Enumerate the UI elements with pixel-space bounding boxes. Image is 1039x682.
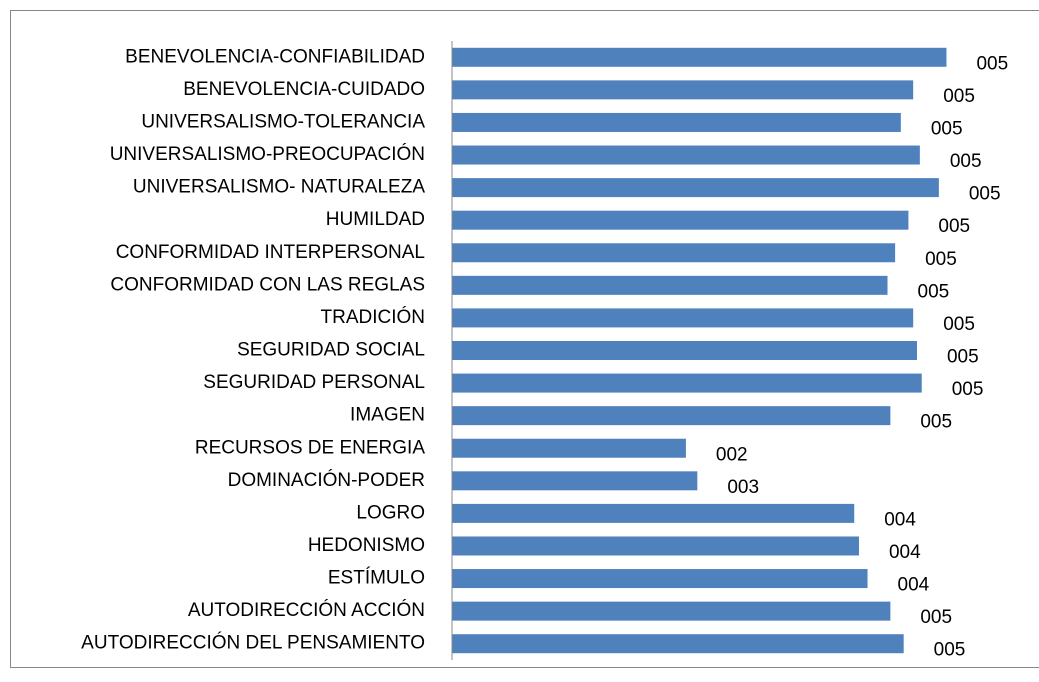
- bar: [452, 406, 891, 426]
- bar: [452, 243, 896, 263]
- bar: [452, 569, 868, 589]
- value-label: 005: [934, 640, 966, 661]
- value-label: 005: [931, 118, 963, 139]
- value-label: 005: [938, 216, 970, 237]
- y-tick-label: BENEVOLENCIA-CONFIABILIDAD: [125, 46, 425, 67]
- y-tick-label: DOMINACIÓN-PODER: [228, 469, 425, 491]
- y-tick-label: TRADICIÓN: [321, 306, 426, 328]
- y-tick-label: RECURSOS DE ENERGIA: [195, 437, 425, 458]
- bar: [452, 145, 920, 165]
- bar: [452, 178, 939, 198]
- y-tick-label: LOGRO: [356, 502, 425, 523]
- value-label: 005: [952, 379, 984, 400]
- bar: [452, 47, 947, 67]
- bar: [452, 210, 909, 230]
- value-label: 004: [889, 542, 921, 563]
- bar: [452, 601, 891, 621]
- value-label: 003: [727, 477, 759, 498]
- bar: [452, 341, 917, 360]
- value-label: 005: [976, 53, 1008, 74]
- bar: [452, 471, 698, 491]
- y-tick-label: UNIVERSALISMO-PREOCUPACIÓN: [110, 143, 425, 165]
- bar: [452, 438, 686, 458]
- bar: [452, 373, 922, 393]
- y-tick-label: AUTODIRECCIÓN ACCIÓN: [188, 599, 425, 621]
- value-label: 004: [898, 575, 930, 596]
- bar: [452, 634, 904, 654]
- y-tick-label: AUTODIRECCIÓN DEL PENSAMIENTO: [81, 632, 425, 654]
- y-tick-label: BENEVOLENCIA-CUIDADO: [183, 79, 425, 100]
- y-tick-label: CONFORMIDAD CON LAS REGLAS: [110, 274, 425, 295]
- value-label: 005: [943, 314, 975, 335]
- bar: [452, 112, 901, 132]
- bar: [452, 80, 914, 100]
- value-label: 005: [920, 607, 952, 628]
- y-tick-label: ESTÍMULO: [328, 568, 425, 589]
- value-label: 005: [920, 412, 952, 433]
- y-tick-label: HUMILDAD: [326, 209, 425, 230]
- bar: [452, 536, 859, 556]
- value-label: 005: [943, 86, 975, 107]
- value-label: 005: [950, 151, 982, 172]
- y-tick-label: SEGURIDAD PERSONAL: [203, 372, 425, 393]
- value-label: 002: [716, 444, 748, 465]
- value-label: 005: [925, 249, 957, 270]
- y-tick-label: IMAGEN: [350, 405, 425, 426]
- chart-border: [10, 10, 1039, 668]
- bar: [452, 308, 914, 328]
- bar: [452, 275, 888, 295]
- bar: [452, 503, 855, 523]
- value-label: 005: [947, 347, 979, 368]
- y-tick-label: HEDONISMO: [308, 535, 425, 556]
- y-tick-label: UNIVERSALISMO-TOLERANCIA: [141, 111, 425, 132]
- y-tick-label: CONFORMIDAD INTERPERSONAL: [116, 242, 425, 263]
- y-tick-label: UNIVERSALISMO- NATURALEZA: [133, 177, 425, 198]
- value-label: 004: [884, 509, 916, 530]
- value-label: 005: [969, 184, 1001, 205]
- y-tick-label: SEGURIDAD SOCIAL: [237, 340, 425, 361]
- value-label: 005: [918, 281, 950, 302]
